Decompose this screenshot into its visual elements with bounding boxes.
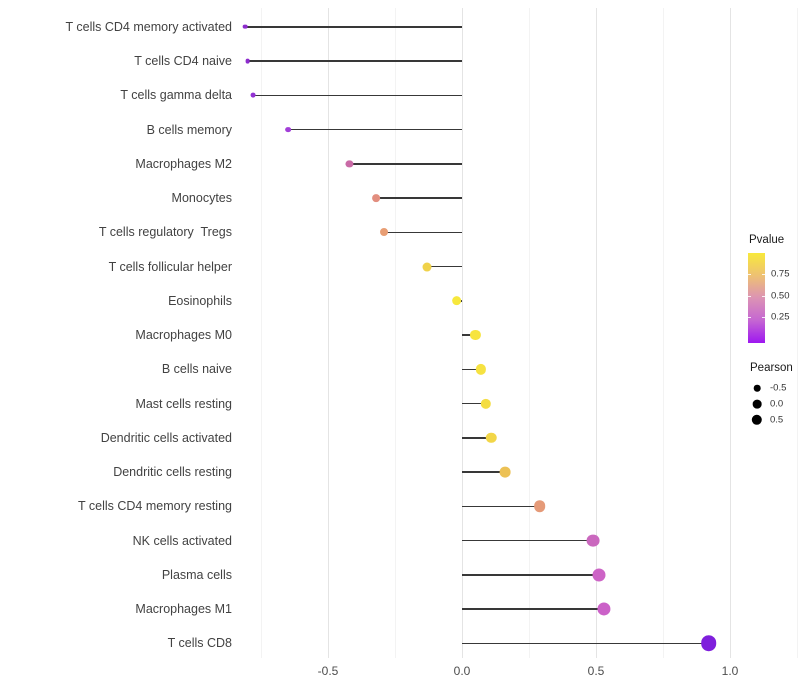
lollipop-stem	[287, 128, 462, 131]
category-label: NK cells activated	[132, 533, 232, 548]
lollipop-dot	[451, 295, 462, 306]
category-label: T cells CD4 memory resting	[78, 499, 232, 514]
pvalue-gradient-tick	[762, 316, 765, 318]
lollipop-stem	[462, 574, 599, 576]
lollipop-dot	[592, 568, 606, 582]
pvalue-tick-label: 0.50	[771, 290, 790, 302]
pvalue-gradient-tick	[762, 273, 765, 275]
lollipop-dot	[475, 364, 486, 375]
lollipop-stem	[244, 26, 462, 28]
lollipop-stem	[247, 60, 462, 62]
lollipop-dot	[250, 92, 256, 98]
category-label: Plasma cells	[161, 567, 232, 582]
lollipop-dot	[597, 602, 611, 616]
category-label: Monocytes	[171, 191, 232, 206]
category-label: Mast cells resting	[135, 396, 232, 411]
pearson-size-dot	[752, 399, 762, 409]
pvalue-legend-title: Pvalue	[749, 234, 785, 246]
gridline-major	[730, 8, 731, 658]
lollipop-dot	[700, 635, 717, 652]
pvalue-gradient-tick	[762, 296, 765, 298]
pvalue-gradient-tick	[748, 316, 751, 318]
category-label: T cells follicular helper	[108, 259, 232, 274]
lollipop-dot	[422, 262, 432, 272]
pearson-size-dot	[751, 414, 763, 426]
lollipop-dot	[345, 160, 354, 168]
x-tick-label: 0.0	[453, 664, 471, 678]
lollipop-stem	[462, 437, 492, 439]
category-label: T cells CD4 memory activated	[65, 19, 233, 34]
category-label: B cells memory	[146, 122, 232, 137]
category-label: T cells regulatory Tregs	[98, 225, 232, 240]
pearson-size-dot	[753, 384, 761, 392]
lollipop-dot	[380, 228, 389, 237]
pearson-size-label: 0.0	[770, 398, 784, 410]
x-tick-label: -0.5	[317, 664, 339, 678]
lollipop-dot	[480, 398, 492, 409]
lollipop-dot	[470, 329, 481, 341]
lollipop-stem	[462, 505, 540, 508]
gridline-minor	[261, 8, 262, 658]
x-tick-label: 1.0	[721, 664, 739, 678]
pvalue-gradient-tick	[748, 273, 751, 275]
category-label: Macrophages M2	[135, 156, 232, 171]
lollipop-stem	[462, 539, 594, 542]
category-label: Dendritic cells resting	[113, 465, 232, 480]
lollipop-stem	[462, 402, 487, 405]
category-label: B cells naive	[161, 362, 232, 377]
lollipop-dot	[284, 126, 291, 133]
pearson-size-label: -0.5	[770, 382, 787, 394]
lollipop-dot	[499, 466, 511, 478]
gridline-major	[462, 8, 463, 658]
gridline-minor	[529, 8, 530, 658]
lollipop-stem	[427, 265, 462, 268]
category-label: Dendritic cells activated	[100, 430, 232, 445]
lollipop-stem	[462, 368, 481, 371]
gridline-minor	[395, 8, 396, 658]
lollipop-stem	[462, 471, 505, 473]
pearson-legend-title: Pearson	[750, 362, 793, 374]
category-label: Macrophages M0	[135, 328, 232, 343]
lollipop-stem	[462, 334, 476, 336]
gridline-major	[596, 8, 597, 658]
category-label: T cells CD4 naive	[134, 54, 232, 69]
pvalue-gradient-tick	[748, 296, 751, 298]
lollipop-stem	[462, 642, 709, 645]
lollipop-stem	[462, 608, 605, 610]
lollipop-stem	[252, 94, 462, 97]
category-label: T cells CD8	[167, 636, 232, 651]
lollipop-dot	[533, 500, 546, 513]
gridline-major	[328, 8, 329, 658]
lollipop-stem	[376, 197, 462, 199]
category-label: T cells gamma delta	[120, 88, 232, 103]
pvalue-tick-label: 0.75	[771, 268, 790, 280]
gridline-minor	[797, 8, 798, 658]
x-tick-label: 0.5	[587, 664, 605, 678]
lollipop-dot	[372, 194, 381, 202]
pvalue-gradient-bar	[748, 253, 765, 343]
pvalue-tick-label: 0.25	[771, 311, 790, 323]
pearson-size-label: 0.5	[770, 414, 784, 426]
lollipop-dot	[242, 24, 248, 30]
gridline-minor	[663, 8, 664, 658]
lollipop-stem	[349, 163, 462, 165]
lollipop-dot	[486, 432, 497, 444]
category-label: Macrophages M1	[135, 602, 232, 617]
lollipop-dot	[586, 534, 600, 547]
lollipop-dot	[245, 58, 250, 64]
lollipop-stem	[384, 231, 462, 234]
category-label: Eosinophils	[168, 293, 232, 308]
